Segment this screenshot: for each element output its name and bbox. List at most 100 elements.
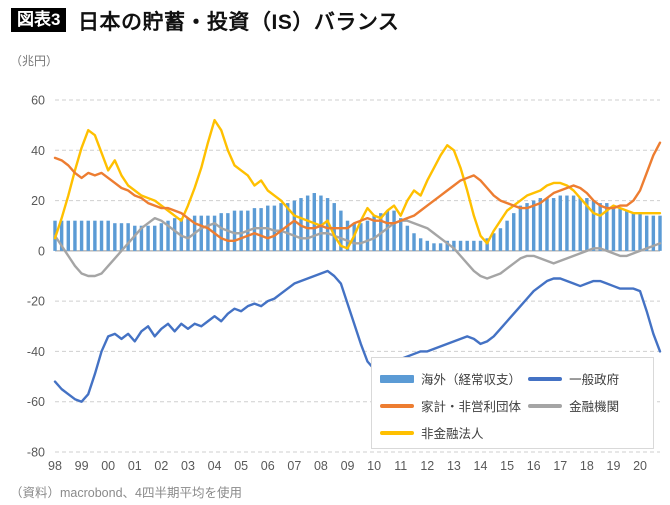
- bar: [425, 240, 430, 251]
- line-series: [53, 118, 662, 250]
- bar: [139, 225, 144, 251]
- bar: [199, 215, 203, 251]
- bar: [239, 210, 243, 251]
- bar: [372, 215, 376, 251]
- bar: [305, 195, 310, 251]
- legend-item-nonfinancial[interactable]: 非金融法人: [380, 423, 532, 442]
- y-axis-tick-label: 60: [31, 94, 45, 108]
- legend-label: 海外（経常収支）: [421, 373, 522, 387]
- bar: [658, 215, 662, 251]
- bar: [106, 220, 110, 251]
- x-axis-tick-label: 04: [208, 459, 222, 473]
- bar: [412, 233, 416, 251]
- bar: [531, 200, 536, 251]
- bar: [638, 213, 642, 251]
- bar: [292, 200, 297, 251]
- x-axis-tick-label: 06: [261, 459, 275, 473]
- legend-item-kaigai[interactable]: 海外（経常収支）: [380, 369, 528, 388]
- bar: [591, 200, 596, 251]
- bar: [578, 198, 582, 251]
- bar: [405, 225, 410, 251]
- x-axis-tick-label: 16: [527, 459, 541, 473]
- legend-label: 家計・非営利団体: [421, 400, 522, 414]
- x-axis-tick-label: 15: [500, 459, 514, 473]
- legend-item-household[interactable]: 家計・非営利団体: [380, 396, 528, 415]
- legend-item-government[interactable]: 一般政府: [528, 369, 645, 388]
- legend-swatch-icon: [380, 403, 414, 408]
- x-axis-tick-label: 09: [341, 459, 355, 473]
- bar: [418, 238, 423, 251]
- bar: [172, 218, 177, 251]
- legend-swatch-icon: [380, 430, 414, 435]
- chart-legend: 海外（経常収支） 一般政府 家計・非営利団体 金融機関 非金融法人: [371, 357, 654, 449]
- bar: [512, 213, 516, 251]
- x-axis-tick-label: 03: [181, 459, 195, 473]
- bar: [478, 240, 483, 251]
- bar: [438, 243, 443, 251]
- bar: [93, 220, 97, 251]
- bar: [385, 210, 390, 251]
- bar: [159, 223, 164, 251]
- bar: [79, 220, 84, 251]
- chart-header: 図表3 日本の貯蓄・投資（IS）バランス: [0, 0, 670, 46]
- y-axis-tick-label: 0: [38, 244, 45, 258]
- bar: [99, 220, 104, 251]
- bar: [551, 198, 556, 251]
- bar: [392, 210, 396, 251]
- bar: [625, 210, 629, 251]
- y-axis-tick-label: -80: [27, 446, 45, 460]
- bar: [605, 203, 609, 251]
- bar: [485, 238, 489, 251]
- bar: [492, 233, 496, 251]
- x-axis-tick-label: 14: [474, 459, 488, 473]
- x-axis-tick-label: 08: [314, 459, 328, 473]
- bar: [598, 203, 602, 251]
- x-axis-tick-label: 01: [128, 459, 142, 473]
- legend-row-3: 非金融法人: [380, 419, 645, 446]
- x-axis-tick-label: 98: [48, 459, 62, 473]
- bar: [113, 223, 117, 251]
- y-axis-tick-label: 40: [31, 144, 45, 158]
- bar: [86, 220, 90, 251]
- x-axis-tick-label: 00: [101, 459, 115, 473]
- bar: [119, 223, 124, 251]
- bar: [232, 210, 237, 251]
- source-note: （資料）macrobond、4四半期平均を使用: [10, 486, 242, 500]
- bar: [545, 198, 549, 251]
- bar: [126, 223, 130, 251]
- bar: [66, 220, 71, 251]
- page-title: 日本の貯蓄・投資（IS）バランス: [78, 11, 400, 34]
- bar: [651, 215, 656, 251]
- bar: [644, 215, 649, 251]
- x-axis-tick-label: 19: [607, 459, 621, 473]
- bar: [339, 210, 343, 251]
- bar: [365, 220, 370, 251]
- y-axis-unit-label: （兆円）: [10, 54, 59, 68]
- bar: [571, 195, 576, 251]
- x-axis-tick-label: 18: [580, 459, 594, 473]
- bar: [631, 213, 636, 251]
- figure-badge: 図表3: [11, 8, 67, 32]
- legend-row-2: 家計・非営利団体 金融機関: [380, 392, 645, 419]
- legend-swatch-icon: [528, 376, 563, 381]
- legend-item-financial[interactable]: 金融機関: [528, 396, 645, 415]
- y-axis-tick-label: 20: [31, 194, 45, 208]
- legend-row-1: 海外（経常収支） 一般政府: [380, 365, 645, 392]
- x-axis-tick-label: 13: [447, 459, 461, 473]
- bar: [399, 218, 403, 251]
- bar: [133, 225, 137, 251]
- bar: [498, 228, 503, 251]
- bar: [146, 225, 150, 251]
- bar: [219, 213, 223, 251]
- line-series: [53, 269, 662, 403]
- bar: [565, 195, 569, 251]
- bar: [319, 195, 323, 251]
- legend-swatch-icon: [380, 374, 414, 383]
- bar: [186, 218, 190, 251]
- bar: [445, 240, 449, 251]
- x-axis-tick-label: 17: [553, 459, 567, 473]
- legend-swatch-icon: [528, 403, 563, 408]
- y-axis-tick-label: -20: [27, 295, 45, 309]
